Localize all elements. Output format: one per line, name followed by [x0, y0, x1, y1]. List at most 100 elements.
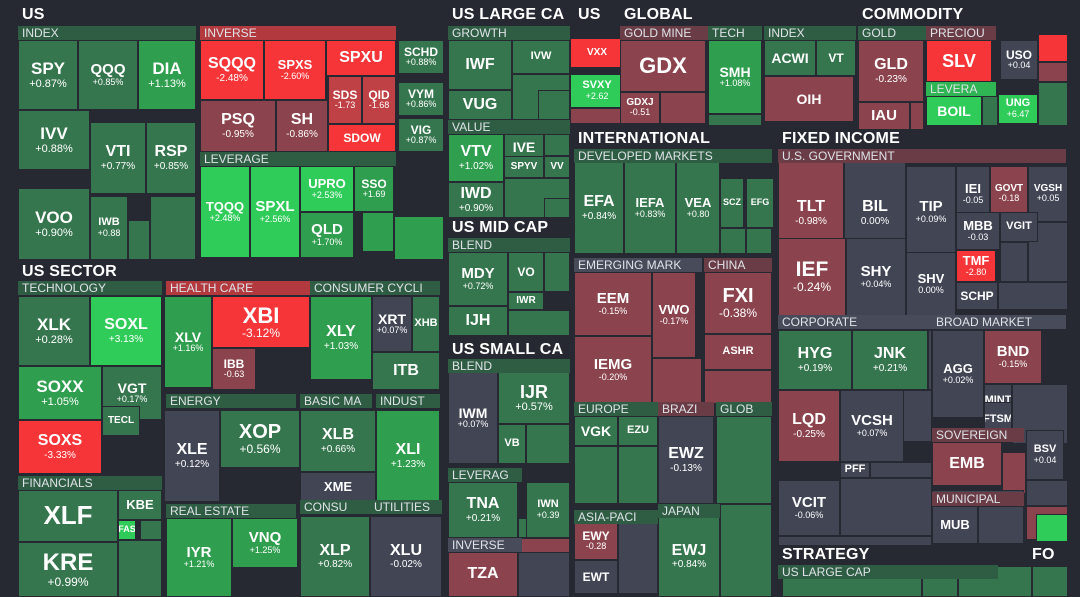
- treemap-tile-sqqq[interactable]: SQQQ -2.48%: [200, 40, 264, 100]
- treemap-tile-efa[interactable]: EFA +0.84%: [574, 162, 624, 254]
- treemap-tile-vxx[interactable]: VXX: [570, 38, 624, 68]
- treemap-cell[interactable]: [1036, 514, 1068, 542]
- treemap-tile-jnk[interactable]: JNK +0.21%: [852, 330, 928, 390]
- treemap-tile-gld[interactable]: GLD -0.23%: [858, 40, 924, 102]
- treemap-tile-tip[interactable]: TIP +0.09%: [906, 166, 956, 258]
- treemap-tile-iau[interactable]: IAU: [858, 102, 910, 130]
- treemap-tile-ewt[interactable]: EWT: [574, 560, 618, 594]
- treemap-tile-acwi[interactable]: ACWI: [764, 40, 816, 76]
- treemap-cell[interactable]: [140, 520, 162, 540]
- treemap-tile-xlp[interactable]: XLP +0.82%: [300, 516, 370, 597]
- treemap-tile-vym[interactable]: VYM +0.86%: [398, 82, 444, 116]
- treemap-cell[interactable]: [1038, 62, 1068, 82]
- treemap-cell[interactable]: [998, 282, 1068, 310]
- treemap-cell[interactable]: [704, 370, 772, 404]
- treemap-tile-iwm[interactable]: IWM +0.07%: [448, 372, 498, 464]
- treemap-tile-sso[interactable]: SSO +1.69: [354, 166, 394, 212]
- treemap-tile-iwr[interactable]: IWR: [508, 292, 544, 310]
- treemap-cell[interactable]: [1038, 34, 1068, 62]
- treemap-tile-ive[interactable]: IVE: [504, 134, 544, 160]
- treemap-cell[interactable]: [1026, 480, 1068, 506]
- treemap-tile-mdy[interactable]: MDY +0.72%: [448, 252, 508, 306]
- treemap-tile-psq[interactable]: PSQ -0.95%: [200, 100, 276, 152]
- treemap-cell[interactable]: [1038, 82, 1068, 126]
- treemap-tile-scz[interactable]: SCZ: [720, 178, 744, 228]
- treemap-cell[interactable]: [978, 506, 1024, 544]
- treemap-cell[interactable]: [526, 424, 570, 464]
- treemap-tile-qld[interactable]: QLD +1.70%: [300, 212, 354, 258]
- treemap-tile-xle[interactable]: XLE +0.12%: [164, 410, 220, 502]
- treemap-cell[interactable]: [508, 310, 570, 336]
- treemap-tile-sdow[interactable]: SDOW: [328, 124, 396, 152]
- treemap-tile-ewy[interactable]: EWY -0.28: [574, 522, 618, 560]
- treemap-tile-soxl[interactable]: SOXL +3.13%: [90, 296, 162, 366]
- treemap-cell[interactable]: [660, 92, 706, 124]
- treemap-cell[interactable]: [910, 102, 924, 130]
- treemap-cell[interactable]: [570, 108, 624, 124]
- treemap-cell[interactable]: [870, 462, 932, 478]
- treemap-tile-tecl[interactable]: TECL: [102, 406, 140, 436]
- treemap-cell[interactable]: [618, 446, 658, 504]
- treemap-tile-xli[interactable]: XLI +1.23%: [376, 410, 440, 502]
- treemap-tile-schp[interactable]: SCHP: [956, 282, 998, 310]
- treemap-cell[interactable]: [618, 522, 658, 594]
- treemap-tile-spy[interactable]: SPY +0.87%: [18, 40, 78, 110]
- treemap-tile-rsp[interactable]: RSP +0.85%: [146, 122, 196, 194]
- treemap-cell[interactable]: [1002, 452, 1026, 494]
- treemap-tile-agg[interactable]: AGG +0.02%: [932, 330, 984, 418]
- treemap-cell[interactable]: [982, 96, 998, 126]
- treemap-tile-eem[interactable]: EEM -0.15%: [574, 272, 652, 336]
- treemap-tile-shv[interactable]: SHV 0.00%: [906, 252, 956, 316]
- treemap-tile-tza[interactable]: TZA: [448, 552, 518, 597]
- treemap-tile-svxy[interactable]: SVXY +2.62: [570, 74, 624, 108]
- treemap-tile-uso[interactable]: USO +0.04: [1000, 40, 1038, 80]
- treemap-tile-voo[interactable]: VOO +0.90%: [18, 188, 90, 260]
- treemap-tile-iwd[interactable]: IWD +0.90%: [448, 182, 504, 218]
- treemap-tile-vea[interactable]: VEA +0.80: [676, 162, 720, 254]
- treemap-tile-oih[interactable]: OIH: [764, 76, 854, 122]
- treemap-tile-spyv[interactable]: SPYV: [504, 156, 544, 178]
- treemap-tile-mub[interactable]: MUB: [932, 506, 978, 544]
- treemap-cell[interactable]: [150, 196, 196, 260]
- treemap-tile-spxs[interactable]: SPXS -2.60%: [264, 40, 326, 100]
- treemap-tile-iwn[interactable]: IWN +0.39: [526, 482, 570, 538]
- treemap-tile-vtv[interactable]: VTV +1.02%: [448, 134, 504, 182]
- treemap-tile-iemg[interactable]: IEMG -0.20%: [574, 336, 652, 404]
- treemap-cell[interactable]: [544, 252, 570, 292]
- treemap-tile-vcsh[interactable]: VCSH +0.07%: [840, 390, 904, 462]
- treemap-tile-shy[interactable]: SHY +0.04%: [846, 238, 906, 316]
- treemap-tile-boil[interactable]: BOIL: [926, 96, 982, 126]
- treemap-tile-vgk[interactable]: VGK: [574, 416, 618, 446]
- treemap-tile-ashr[interactable]: ASHR: [704, 334, 772, 370]
- treemap-tile-iwb[interactable]: IWB +0.88: [90, 196, 128, 260]
- treemap-tile-xbi[interactable]: XBI -3.12%: [212, 296, 310, 348]
- treemap-cell[interactable]: [746, 228, 772, 254]
- treemap-tile-upro[interactable]: UPRO +2.53%: [300, 166, 354, 212]
- treemap-tile-tmf[interactable]: TMF -2.80: [956, 250, 996, 282]
- treemap-cell[interactable]: [716, 416, 772, 504]
- treemap-cell[interactable]: [544, 198, 570, 218]
- treemap-tile-soxs[interactable]: SOXS -3.33%: [18, 420, 102, 474]
- treemap-tile-tna[interactable]: TNA +0.21%: [448, 482, 518, 538]
- treemap-tile-emb[interactable]: EMB: [932, 442, 1002, 486]
- treemap-tile-ewj[interactable]: EWJ +0.84%: [658, 516, 720, 597]
- treemap-tile-vti[interactable]: VTI +0.77%: [90, 122, 146, 194]
- treemap-cell[interactable]: [394, 216, 444, 260]
- treemap-cell[interactable]: [362, 212, 394, 252]
- treemap-tile-vb[interactable]: VB: [498, 424, 526, 464]
- treemap-tile-mbb[interactable]: MBB -0.03: [956, 212, 1000, 250]
- treemap-tile-iyr[interactable]: IYR +1.21%: [166, 518, 232, 597]
- treemap-tile-ivw[interactable]: IVW: [512, 40, 570, 74]
- treemap-tile-xlb[interactable]: XLB +0.66%: [300, 410, 376, 472]
- treemap-cell[interactable]: [128, 220, 150, 260]
- treemap-tile-vgit[interactable]: VGIT: [1000, 212, 1038, 242]
- treemap-tile-vt[interactable]: VT: [816, 40, 856, 76]
- treemap-tile-fas[interactable]: FAS: [118, 520, 136, 540]
- treemap-tile-xlf[interactable]: XLF: [18, 490, 118, 542]
- treemap-tile-qqq[interactable]: QQQ +0.85%: [78, 40, 138, 110]
- treemap-cell[interactable]: [1000, 242, 1028, 282]
- treemap-tile-kbe[interactable]: KBE: [118, 490, 162, 520]
- treemap-tile-pff[interactable]: PFF: [840, 462, 870, 478]
- treemap-tile-xme[interactable]: XME: [300, 472, 376, 502]
- treemap-tile-smh[interactable]: SMH +1.08%: [708, 40, 762, 114]
